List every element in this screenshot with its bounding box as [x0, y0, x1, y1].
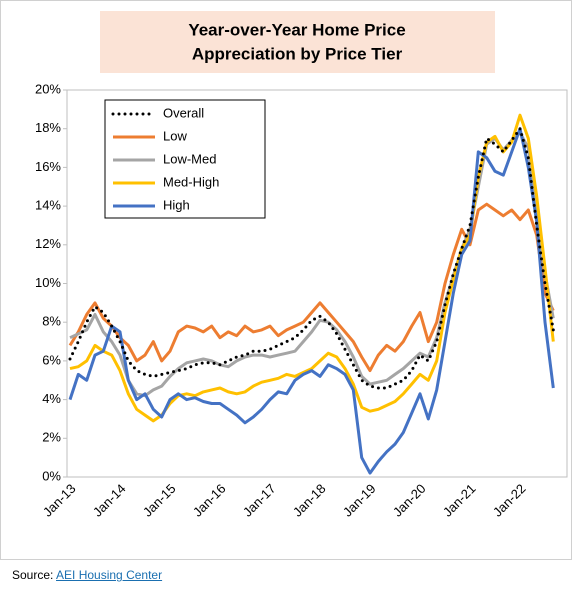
x-tick-label: Jan-15	[140, 481, 179, 520]
chart-title: Year-over-Year Home Price	[188, 20, 405, 39]
series-line	[68, 202, 555, 373]
x-tick-label: Jan-17	[240, 481, 279, 520]
x-tick-label: Jan-13	[40, 481, 79, 520]
x-tick-label: Jan-20	[390, 481, 429, 520]
series-line	[68, 127, 555, 390]
y-tick-label: 16%	[35, 159, 61, 174]
y-tick-label: 14%	[35, 198, 61, 213]
legend-label: Low	[163, 128, 187, 143]
series-line	[68, 127, 555, 475]
chart: Year-over-Year Home Price Appreciation b…	[0, 0, 572, 560]
legend-box	[104, 99, 266, 219]
y-tick-label: 0%	[42, 468, 61, 483]
legend-label: Med-High	[163, 174, 219, 189]
legend-label: Low-Med	[163, 151, 216, 166]
y-tick-label: 10%	[35, 275, 61, 290]
y-tick-label: 18%	[35, 120, 61, 135]
source-link[interactable]: AEI Housing Center	[56, 568, 163, 582]
y-tick-label: 6%	[42, 352, 61, 367]
y-tick-label: 4%	[42, 391, 61, 406]
chart-title: Appreciation by Price Tier	[192, 44, 403, 63]
x-tick-label: Jan-21	[440, 481, 479, 520]
x-tick-label: Jan-14	[90, 481, 129, 520]
y-tick-label: 20%	[35, 81, 61, 96]
x-tick-label: Jan-22	[490, 481, 529, 520]
y-tick-label: 2%	[42, 430, 61, 445]
source: Source: AEI Housing Center	[12, 568, 162, 582]
x-tick-label: Jan-19	[340, 481, 379, 520]
legend-label: High	[163, 197, 190, 212]
title-box	[100, 11, 495, 73]
x-tick-label: Jan-18	[290, 481, 329, 520]
chart-border	[0, 0, 572, 560]
source-label: Source:	[12, 568, 54, 582]
y-tick-label: 8%	[42, 314, 61, 329]
x-tick-label: Jan-16	[190, 481, 229, 520]
y-tick-label: 12%	[35, 236, 61, 251]
legend-label: Overall	[163, 105, 204, 120]
